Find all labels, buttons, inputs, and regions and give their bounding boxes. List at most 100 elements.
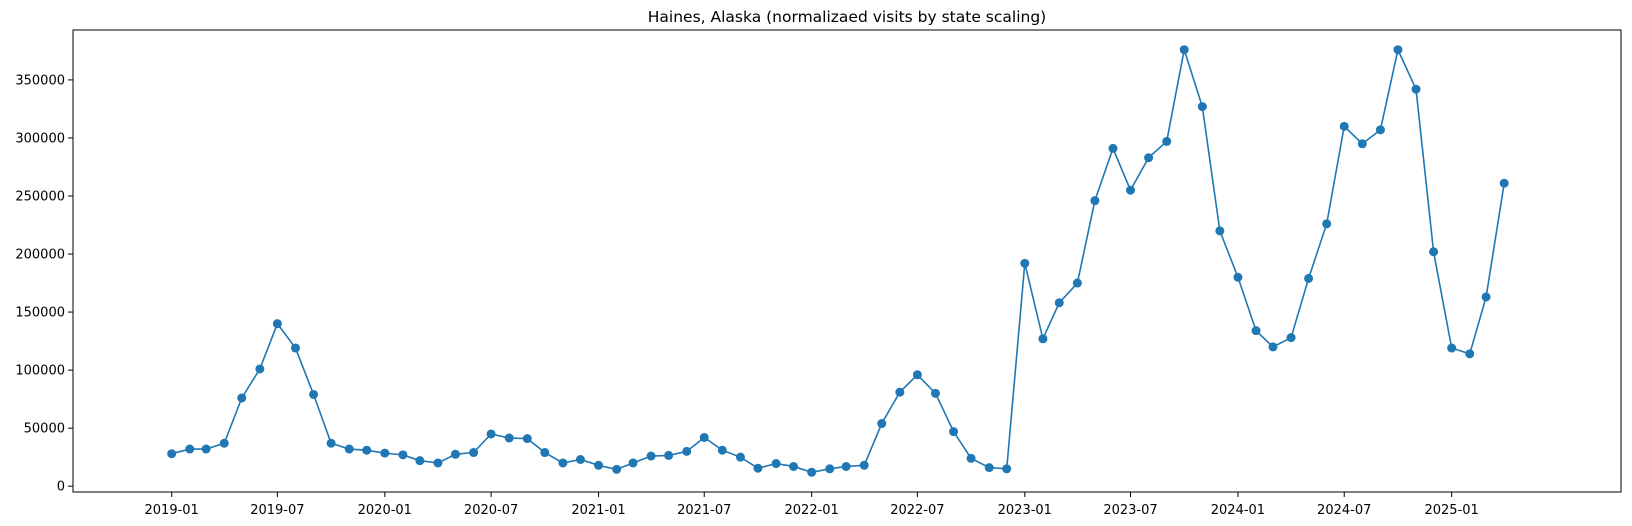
data-point	[167, 449, 177, 459]
chart-title: Haines, Alaska (normalizaed visits by st…	[648, 8, 1046, 26]
data-point	[1251, 326, 1261, 336]
data-point	[522, 434, 532, 444]
x-tick-label: 2022-07	[890, 503, 944, 518]
data-point	[255, 364, 265, 374]
plot-frame	[72, 29, 1622, 493]
data-point	[1179, 45, 1189, 55]
series-group	[167, 45, 1509, 477]
data-point	[841, 461, 851, 471]
data-point	[272, 319, 282, 329]
data-point	[699, 432, 709, 442]
data-point	[1162, 136, 1172, 146]
data-point	[825, 464, 835, 474]
data-point	[486, 429, 496, 439]
data-point	[344, 444, 354, 454]
data-point	[237, 393, 247, 403]
x-tick-label: 2021-07	[677, 503, 731, 518]
data-point	[1304, 273, 1314, 283]
y-tick-label: 50000	[24, 422, 65, 437]
data-point	[877, 419, 887, 429]
x-tick-label: 2024-07	[1317, 503, 1371, 518]
data-point	[1268, 342, 1278, 352]
data-point	[1481, 292, 1491, 302]
data-point	[912, 370, 922, 380]
data-point	[1339, 121, 1349, 131]
data-point	[1125, 185, 1135, 195]
y-tick-label: 0	[57, 480, 65, 495]
data-point	[469, 448, 479, 458]
data-point	[612, 464, 622, 474]
y-axis: 0 50000 100000 150000 200000 250000 300000 3500…	[15, 73, 73, 495]
x-tick-label: 2019-01	[145, 503, 199, 518]
data-point	[664, 450, 674, 460]
x-axis: 2019-01 2019-07 2020-01 2020-07 2021-01 2021-…	[145, 492, 1479, 518]
data-point	[575, 454, 585, 464]
series-line	[171, 47, 1506, 474]
data-point	[219, 438, 229, 448]
data-point	[1002, 464, 1012, 474]
y-tick-label: 100000	[15, 364, 65, 379]
x-tick-label: 2025-01	[1424, 503, 1478, 518]
data-point	[1038, 334, 1048, 344]
data-point	[717, 445, 727, 455]
x-tick-label: 2020-07	[464, 503, 518, 518]
x-tick-label: 2022-01	[785, 503, 839, 518]
data-point	[1286, 333, 1296, 343]
y-tick-label: 150000	[15, 306, 65, 321]
data-point	[1499, 178, 1509, 188]
data-point	[1054, 298, 1064, 308]
data-point	[735, 452, 745, 462]
data-point	[1215, 226, 1225, 236]
data-point	[1233, 272, 1243, 282]
data-point	[1447, 343, 1457, 353]
data-point	[949, 427, 959, 437]
data-point	[558, 458, 568, 468]
data-point	[1322, 219, 1332, 229]
data-point	[309, 389, 319, 399]
data-point	[771, 459, 781, 469]
data-point	[807, 467, 817, 477]
data-point	[415, 456, 425, 466]
data-point	[1090, 196, 1100, 206]
data-point	[450, 449, 460, 459]
data-point	[895, 387, 905, 397]
data-point	[1393, 45, 1403, 55]
data-point	[504, 433, 514, 443]
data-point	[628, 458, 638, 468]
data-point	[682, 446, 692, 456]
data-point	[201, 444, 211, 454]
data-point	[540, 448, 550, 458]
x-tick-label: 2020-01	[358, 503, 412, 518]
data-point	[1108, 143, 1118, 153]
data-point	[930, 388, 940, 398]
data-point	[859, 460, 869, 470]
data-point	[326, 438, 336, 448]
data-point	[185, 444, 195, 454]
x-tick-label: 2023-01	[998, 503, 1052, 518]
data-point	[984, 463, 994, 473]
x-tick-label: 2021-01	[571, 503, 625, 518]
data-point	[1072, 278, 1082, 288]
data-point	[1357, 139, 1367, 149]
data-point	[433, 458, 443, 468]
data-point	[1465, 349, 1475, 359]
data-point	[362, 445, 372, 455]
data-point	[1375, 125, 1385, 135]
x-tick-label: 2019-07	[250, 503, 304, 518]
data-point	[1429, 247, 1439, 257]
data-point	[753, 463, 763, 473]
data-point	[380, 448, 390, 458]
data-point	[646, 451, 656, 461]
data-point	[966, 453, 976, 463]
data-point	[594, 460, 604, 470]
data-point	[1144, 153, 1154, 163]
y-tick-label: 200000	[15, 248, 65, 263]
data-point	[398, 450, 408, 460]
data-point	[290, 343, 300, 353]
x-tick-label: 2023-07	[1103, 503, 1157, 518]
y-tick-label: 350000	[15, 73, 65, 88]
data-point	[1197, 102, 1207, 112]
data-point	[1020, 258, 1030, 268]
